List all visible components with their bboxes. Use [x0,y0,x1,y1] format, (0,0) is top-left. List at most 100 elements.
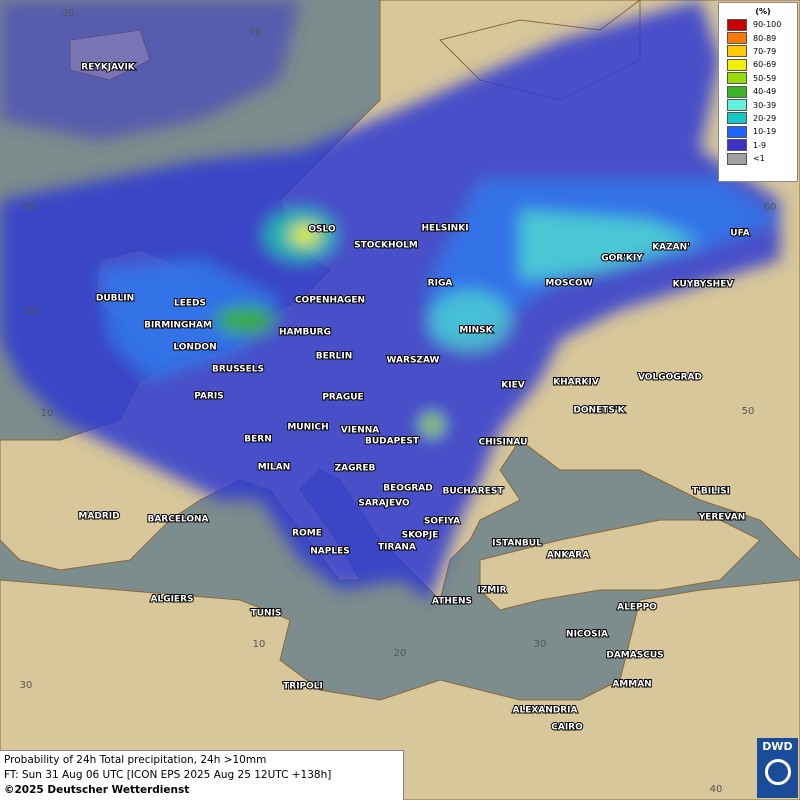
city-label: COPENHAGEN [295,296,365,306]
legend-entry: 30-39 [719,98,797,112]
city-label: UFA [730,229,749,239]
grid-label: 30 [20,680,33,691]
legend-swatch [727,125,747,138]
city-label: IZMIR [477,586,506,596]
city-label: YEREVAN [698,513,746,523]
city-label: KAZAN' [652,243,690,253]
legend: (%) 90-100 80-89 70-79 60-69 50-59 40-49 30-39… [718,2,798,182]
city-label: OSLO [308,225,336,235]
legend-label: 70-79 [753,46,777,56]
legend-swatch [727,99,747,112]
city-label: SARAJEVO [358,499,410,509]
city-label: MUNICH [287,423,328,433]
grid-label: 10 [253,639,266,650]
city-label: DUBLIN [96,294,134,304]
precipitation [0,0,780,600]
city-label: ALGIERS [151,595,194,605]
city-label: SOFIYA [424,517,460,527]
legend-swatch [727,152,747,165]
city-label: VOLGOGRAD [638,373,702,383]
city-label: VIENNA [341,426,380,436]
legend-label: 80-89 [753,33,777,43]
legend-swatch [727,85,747,98]
city-label: BARCELONA [147,515,208,525]
legend-swatch [727,45,747,58]
legend-entry: 20-29 [719,112,797,125]
legend-swatch [727,112,747,125]
city-label: BEOGRAD [383,484,432,494]
city-label: MOSCOW [545,279,592,289]
city-label: KUYBYSHEV [673,280,734,290]
city-label: RIGA [428,279,453,289]
city-label: KHARKIV [553,378,599,388]
city-label: NAPLES [310,547,349,557]
legend-label: <1 [753,154,765,164]
city-label: WARSZAW [387,356,440,366]
legend-title: (%) [755,7,771,16]
legend-label: 40-49 [753,87,777,97]
city-label: NICOSIA [566,630,608,640]
legend-swatch [727,72,747,85]
grid-label: 50 [26,306,39,317]
city-label: ZAGREB [335,464,376,474]
legend-entry: 90-100 [719,18,797,31]
grid-label: 10 [41,408,54,419]
city-label: BUCHAREST [443,487,505,497]
city-label: BERLIN [316,352,353,362]
city-label: TUNIS [251,609,282,619]
grid-label: 30 [534,639,547,650]
city-label: ALEXANDRIA [513,706,578,716]
city-label: LONDON [173,343,216,353]
city-label: BRUSSELS [212,365,264,375]
legend-swatch [727,58,747,71]
city-label: CHISINAU [479,438,528,448]
city-label: MADRID [78,512,119,522]
city-label: ANKARA [547,551,589,561]
city-label: ATHENS [432,597,472,607]
city-label: REYKJAVIK [81,63,136,73]
legend-entry: <1 [719,152,797,165]
legend-label: 90-100 [753,20,782,30]
city-label: DONETS'K [573,406,625,416]
city-label: PARIS [194,392,224,402]
city-label: DAMASCUS [606,651,663,661]
city-label: ROME [292,529,322,539]
grid-label: 40 [710,784,723,795]
legend-entry: 60-69 [719,58,797,71]
city-label: PRAGUE [322,393,363,403]
city-label: ISTANBUL [492,539,542,549]
city-label: KIEV [501,381,524,391]
city-label: AMMAN [612,680,651,690]
city-label: HELSINKI [421,224,468,234]
city-label: HAMBURG [279,328,331,338]
legend-label: 20-29 [753,113,777,123]
legend-entry: 50-59 [719,72,797,85]
grid-label: 60 [764,202,777,213]
city-label: MILAN [258,463,291,473]
city-label: MINSK [459,326,493,336]
city-label: BERN [244,435,271,445]
city-label: ALEPPO [617,603,657,613]
city-label: BUDAPEST [365,437,420,447]
city-label: TRIPOLI [283,682,323,692]
city-label: T'BILISI [692,487,730,497]
city-label: CAIRO [551,723,583,733]
city-label: BIRMINGHAM [144,321,212,331]
legend-entry: 1-9 [719,139,797,152]
legend-label: 50-59 [753,73,777,83]
footer: Probability of 24h Total precipitation, … [0,750,404,800]
logo-text: DWD [762,740,793,753]
grid-label: 20 [394,648,407,659]
grid-label: 70 [249,27,262,38]
legend-entry: 10-19 [719,125,797,138]
grid-label: 20 [24,202,37,213]
legend-swatch [727,139,747,152]
grid-labels: 30 70 20 50 10 60 50 10 20 30 30 40 [20,8,777,795]
city-label: SKOPJE [402,531,439,541]
legend-entry: 80-89 [719,31,797,45]
legend-label: 60-69 [753,60,777,70]
legend-label: 30-39 [753,100,777,110]
footer-line: FT: Sun 31 Aug 06 UTC [ICON EPS 2025 Aug… [4,769,332,781]
